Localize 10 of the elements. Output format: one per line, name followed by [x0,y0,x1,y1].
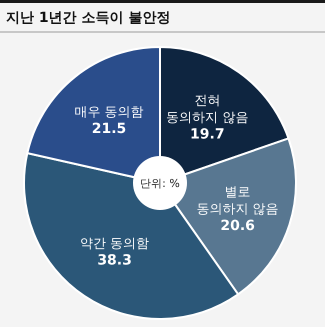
data-label: 38.3 [97,252,132,268]
chart-title: 지난 1년간 소득이 불안정 [6,10,170,26]
slice-label: 별로 동의하지 않음 [196,185,279,218]
slice-label: 매우 동의함 [74,104,144,120]
slice-label: 전혀 동의하지 않음 [166,94,248,126]
text: 단위: % [140,177,180,190]
data-label: 21.5 [92,120,126,137]
slice-label: 약간 동의함 [80,236,150,252]
data-label: 20.6 [220,218,255,234]
data-label: 19.7 [190,126,225,143]
